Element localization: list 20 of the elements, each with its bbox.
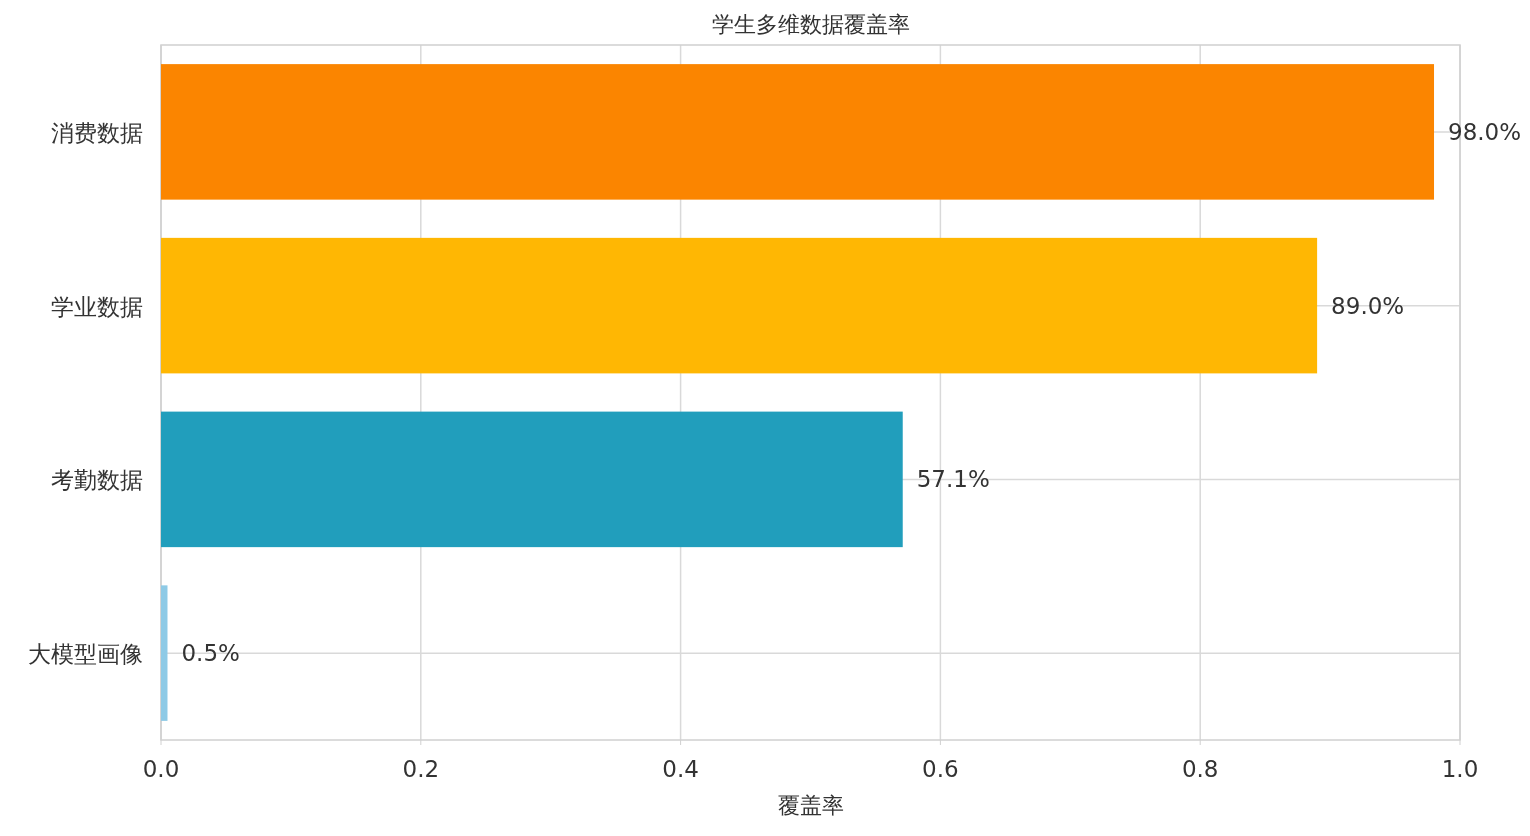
bar: [161, 237, 1318, 374]
x-tick-label: 0.2: [402, 756, 440, 782]
y-tick-label: 学业数据: [51, 293, 143, 320]
data-label: 98.0%: [1448, 118, 1522, 145]
y-tick-label: 考勤数据: [51, 467, 143, 494]
bar: [161, 585, 168, 721]
data-label: 89.0%: [1331, 292, 1405, 319]
x-axis-title: 覆盖率: [777, 793, 844, 818]
x-tick-label: 0.8: [1181, 756, 1219, 782]
x-tick-label: 0.4: [662, 756, 699, 782]
data-label: 57.1%: [916, 466, 990, 493]
bar: [161, 64, 1435, 200]
x-tick-label: 1.0: [1441, 756, 1479, 782]
y-tick-label: 大模型画像: [28, 641, 143, 668]
bar: [161, 411, 903, 548]
y-tick-label: 消费数据: [51, 119, 143, 146]
x-tick-label: 0.0: [142, 756, 180, 782]
x-tick-label: 0.6: [922, 756, 959, 782]
data-label: 0.5%: [181, 640, 240, 667]
chart-title: 学生多维数据覆盖率: [711, 12, 910, 37]
